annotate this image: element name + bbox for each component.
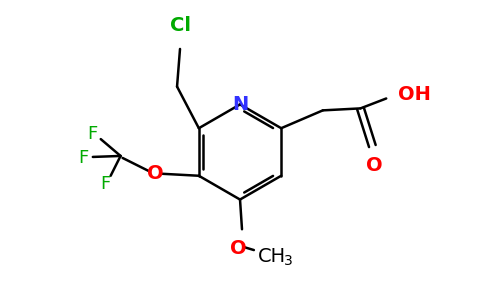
Text: F: F — [101, 175, 111, 193]
Text: CH: CH — [258, 248, 286, 266]
Text: O: O — [366, 156, 383, 175]
Text: OH: OH — [398, 85, 431, 104]
Text: O: O — [147, 164, 164, 183]
Text: 3: 3 — [284, 254, 292, 268]
Text: F: F — [78, 149, 88, 167]
Text: O: O — [230, 239, 246, 258]
Text: N: N — [232, 95, 248, 114]
Text: Cl: Cl — [169, 16, 191, 35]
Text: F: F — [88, 125, 98, 143]
